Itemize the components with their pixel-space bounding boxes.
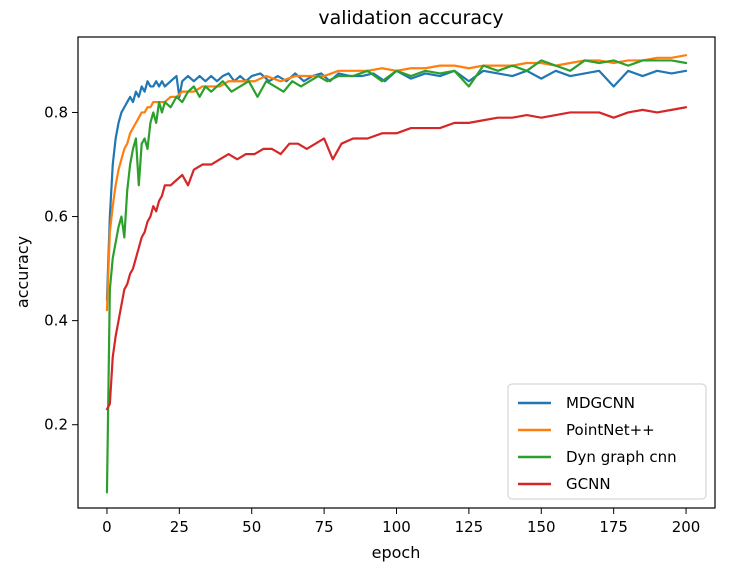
x-tick-label: 100	[382, 518, 411, 536]
legend-entries: MDGCNN PointNet++ Dyn graph cnn GCNN	[518, 394, 677, 493]
series-line-3	[105, 59, 688, 494]
x-tick-label: 150	[527, 518, 556, 536]
legend-box	[507, 383, 707, 500]
x-tick-label: 25	[170, 518, 189, 536]
legend-label: MDGCNN	[566, 394, 635, 412]
y-tick-label: 0.2	[44, 416, 68, 434]
legend-label: PointNet++	[566, 421, 655, 439]
legend-label: Dyn graph cnn	[566, 448, 677, 466]
x-tick-label: 125	[455, 518, 484, 536]
legend-label: GCNN	[566, 475, 611, 493]
x-tick-label: 175	[599, 518, 628, 536]
series-line-4	[105, 106, 688, 411]
y-tick-label: 0.8	[44, 103, 68, 121]
chart-title: validation accuracy	[318, 7, 503, 29]
x-axis-label: epoch	[372, 543, 421, 562]
x-tick-label: 0	[102, 518, 112, 536]
series-line-1	[105, 69, 688, 301]
y-axis: 0.2 0.4 0.6 0.8	[44, 103, 78, 434]
y-tick-label: 0.6	[44, 208, 68, 226]
y-tick-label: 0.4	[44, 312, 68, 330]
y-axis-label: accuracy	[13, 236, 32, 308]
x-tick-label: 50	[242, 518, 261, 536]
x-tick-label: 200	[672, 518, 701, 536]
x-tick-label: 75	[315, 518, 334, 536]
legend: MDGCNN PointNet++ Dyn graph cnn GCNN	[507, 383, 707, 500]
series-line-2	[105, 54, 688, 312]
series-layer	[105, 54, 688, 494]
x-axis: 0 25 50 75 100 125 150 175 200	[102, 508, 700, 536]
